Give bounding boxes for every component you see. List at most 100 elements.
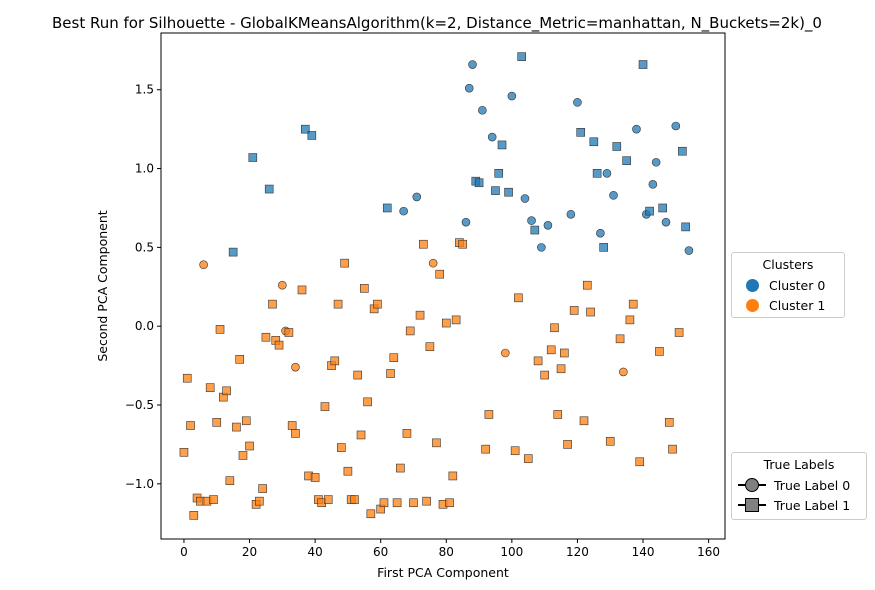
data-point-22 bbox=[527, 216, 536, 225]
data-point-150 bbox=[635, 457, 645, 467]
data-point-53 bbox=[428, 258, 438, 268]
data-point-94 bbox=[333, 299, 343, 309]
data-point-30 bbox=[592, 168, 602, 178]
data-point-112 bbox=[396, 463, 405, 473]
data-point-7 bbox=[412, 192, 422, 202]
data-point-9 bbox=[464, 83, 474, 93]
x-tick-label: 100 bbox=[500, 545, 523, 559]
data-point-10 bbox=[468, 60, 477, 69]
x-tick-label: 160 bbox=[697, 545, 720, 559]
data-point-15 bbox=[491, 186, 500, 195]
y-tick-label: 1.0 bbox=[135, 162, 154, 176]
data-point-72 bbox=[238, 451, 248, 460]
data-point-49 bbox=[199, 260, 208, 270]
data-point-70 bbox=[232, 422, 241, 432]
data-point-138 bbox=[553, 410, 563, 419]
y-axis-label: Second PCA Component bbox=[95, 210, 110, 361]
data-point-128 bbox=[458, 239, 467, 249]
data-point-85 bbox=[297, 285, 307, 295]
x-axis-label: First PCA Component bbox=[377, 565, 509, 580]
data-point-3 bbox=[307, 131, 317, 140]
data-point-46 bbox=[678, 146, 687, 156]
data-point-2 bbox=[300, 124, 310, 134]
data-point-115 bbox=[409, 498, 418, 508]
x-tick-label: 20 bbox=[242, 545, 257, 559]
data-point-58 bbox=[186, 421, 195, 430]
data-point-131 bbox=[510, 446, 520, 456]
data-point-23 bbox=[530, 225, 540, 235]
data-point-33 bbox=[602, 168, 612, 178]
x-tick-label: 40 bbox=[307, 545, 322, 559]
data-point-44 bbox=[661, 217, 671, 227]
legend-entry-true-label-0: True Label 0 bbox=[732, 475, 866, 495]
data-point-147 bbox=[615, 334, 625, 344]
data-point-68 bbox=[222, 386, 231, 396]
data-point-146 bbox=[605, 436, 615, 446]
data-point-123 bbox=[441, 318, 451, 328]
plot-area bbox=[160, 32, 726, 540]
data-point-17 bbox=[497, 140, 507, 150]
data-point-37 bbox=[632, 124, 641, 134]
data-point-78 bbox=[261, 332, 271, 342]
data-point-81 bbox=[274, 340, 284, 350]
data-point-38 bbox=[638, 60, 648, 69]
data-point-48 bbox=[684, 246, 694, 255]
cluster-1-swatch bbox=[746, 298, 759, 312]
legend-label: Cluster 0 bbox=[769, 277, 826, 293]
data-point-83 bbox=[287, 421, 297, 430]
data-point-108 bbox=[379, 498, 389, 508]
true-labels-legend: True Labels True Label 0 True Label 1 bbox=[731, 452, 867, 520]
data-point-8 bbox=[461, 217, 471, 227]
data-point-136 bbox=[546, 345, 556, 355]
circle-marker-icon bbox=[738, 477, 766, 493]
clusters-legend: Clusters Cluster 0 Cluster 1 bbox=[731, 252, 845, 318]
data-point-141 bbox=[563, 440, 572, 449]
data-point-121 bbox=[435, 269, 445, 279]
data-point-14 bbox=[487, 132, 497, 142]
data-point-12 bbox=[474, 178, 484, 188]
data-point-52 bbox=[291, 362, 300, 372]
legend-label: True Label 1 bbox=[774, 497, 851, 513]
legend-label: True Label 0 bbox=[774, 477, 851, 493]
data-point-151 bbox=[655, 347, 664, 356]
data-point-25 bbox=[543, 221, 553, 230]
data-point-28 bbox=[576, 128, 586, 137]
data-point-56 bbox=[179, 448, 189, 457]
data-point-139 bbox=[556, 364, 566, 374]
data-point-77 bbox=[258, 484, 267, 493]
data-point-125 bbox=[448, 471, 458, 481]
data-point-103 bbox=[363, 397, 372, 407]
y-tick-label: 1.5 bbox=[135, 83, 154, 97]
data-point-0 bbox=[248, 153, 258, 162]
data-point-110 bbox=[389, 353, 399, 363]
data-point-21 bbox=[520, 194, 530, 203]
data-point-55 bbox=[619, 367, 628, 377]
data-point-140 bbox=[560, 348, 569, 358]
data-point-20 bbox=[517, 52, 526, 61]
data-point-99 bbox=[350, 495, 359, 504]
data-point-27 bbox=[573, 98, 582, 107]
y-tick-label: 0.0 bbox=[135, 319, 154, 333]
data-point-1 bbox=[264, 184, 274, 194]
square-marker-icon bbox=[738, 497, 766, 513]
data-point-118 bbox=[422, 496, 431, 506]
data-point-152 bbox=[664, 418, 674, 427]
y-tick-label: −0.5 bbox=[125, 398, 154, 412]
data-point-41 bbox=[648, 180, 658, 189]
data-point-101 bbox=[356, 430, 366, 440]
data-point-91 bbox=[323, 495, 333, 504]
data-point-116 bbox=[415, 310, 425, 320]
data-point-40 bbox=[645, 206, 654, 216]
data-point-76 bbox=[255, 496, 264, 506]
data-point-36 bbox=[622, 156, 631, 165]
y-tick-label: 0.5 bbox=[135, 240, 154, 254]
data-point-133 bbox=[523, 454, 533, 463]
x-tick-label: 60 bbox=[373, 545, 388, 559]
data-point-117 bbox=[419, 239, 428, 249]
data-point-64 bbox=[209, 495, 218, 504]
data-point-5 bbox=[382, 203, 392, 213]
data-point-31 bbox=[596, 228, 605, 238]
data-point-63 bbox=[205, 383, 215, 392]
x-tick-label: 120 bbox=[566, 545, 589, 559]
